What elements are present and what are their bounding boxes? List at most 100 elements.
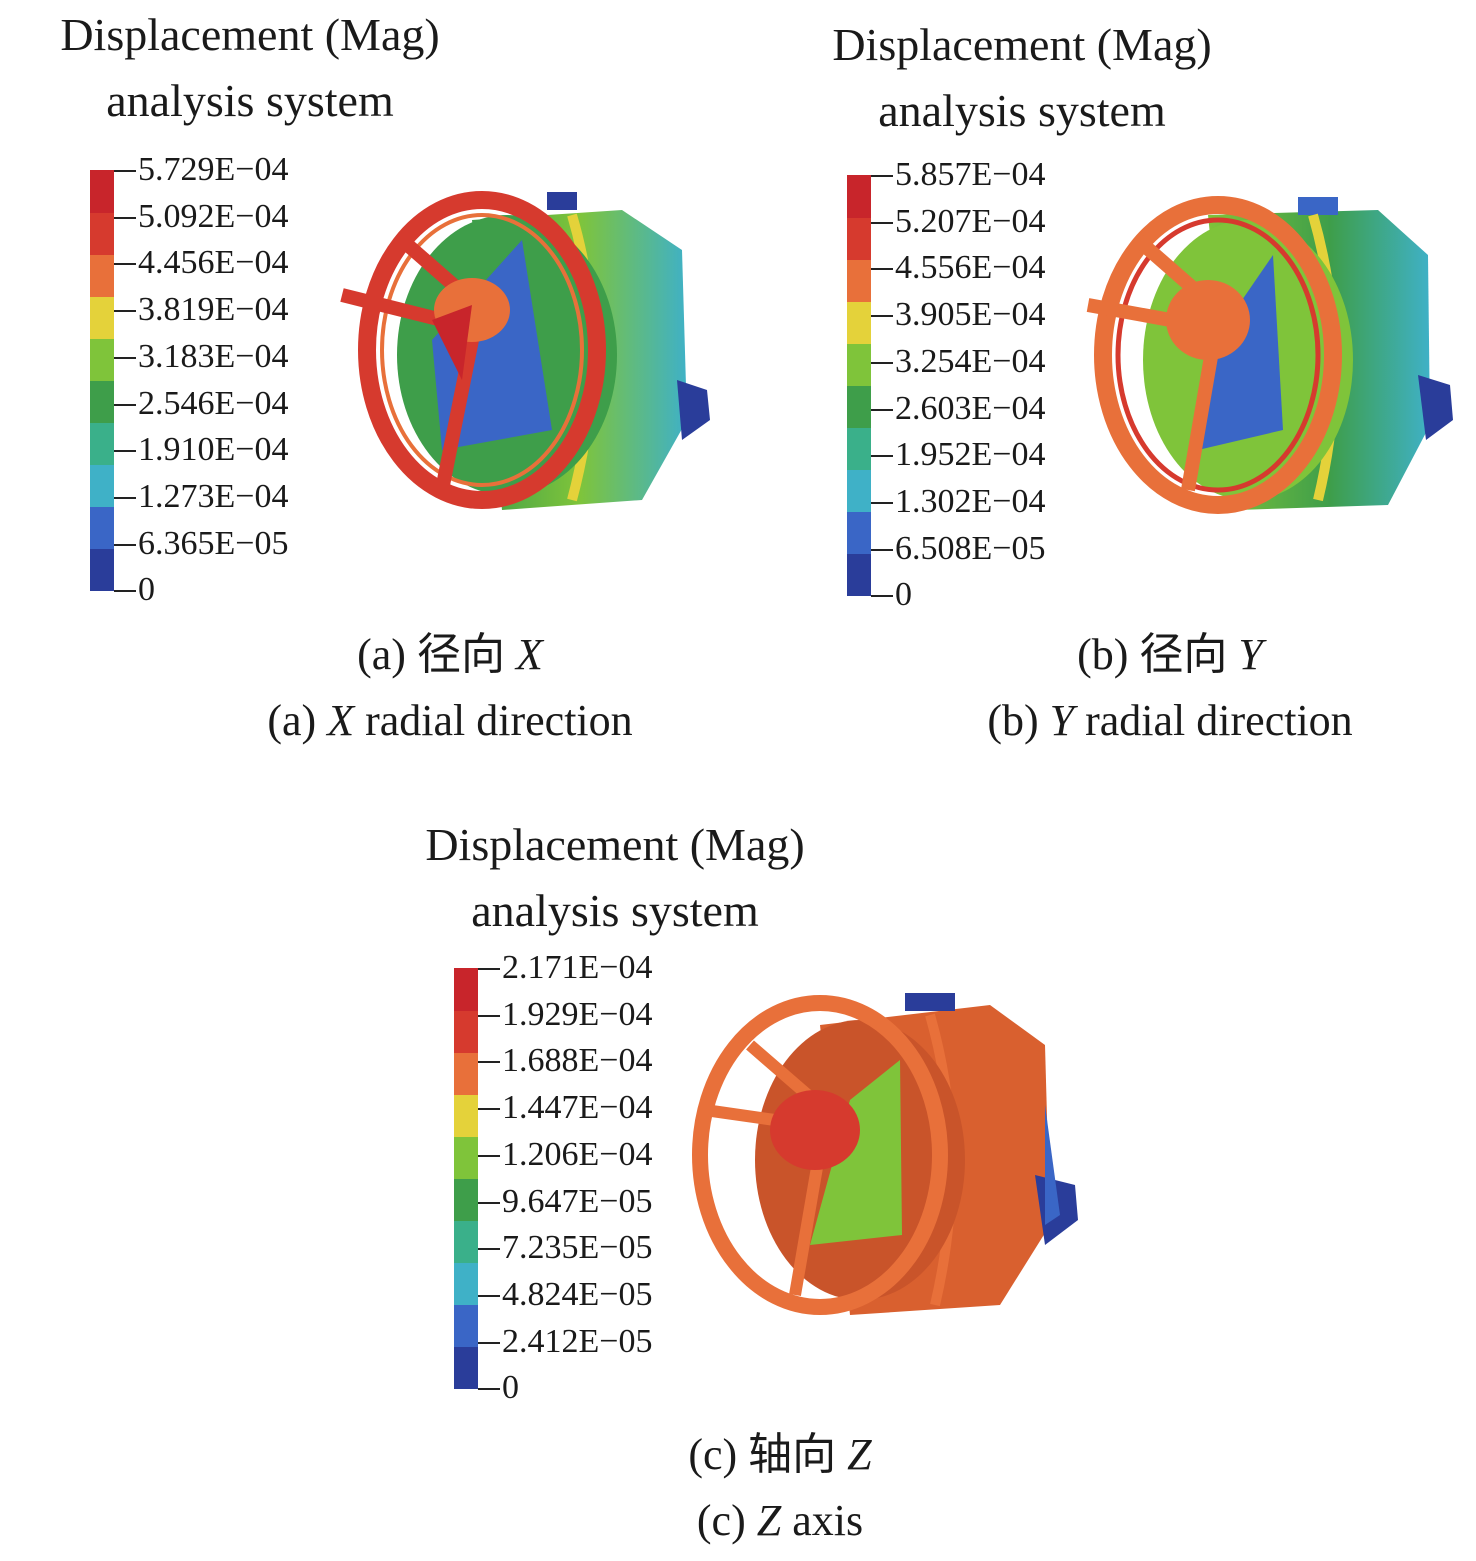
legend-tick: [114, 356, 136, 359]
panel-c-title-line2: analysis system: [471, 885, 759, 936]
legend-color-segment: [90, 212, 114, 255]
legend-tick: [478, 1201, 500, 1204]
spoke-lower: [435, 338, 479, 492]
legend-tick-label: 4.556E−04: [895, 249, 1046, 287]
legend-color-segment: [90, 548, 114, 591]
legend-tick: [478, 1108, 500, 1111]
blue-inner-wall: [1198, 255, 1283, 450]
legend-tick-label: 1.273E−04: [138, 477, 289, 515]
legend-tick-label: 1.952E−04: [895, 436, 1046, 474]
panel-b-title-line2: analysis system: [878, 85, 1166, 136]
panel-b-caption-en: (b) Y radial direction: [987, 696, 1353, 745]
legend-tick-label: 1.910E−04: [138, 431, 289, 469]
hub: [770, 1090, 860, 1170]
legend-tick: [114, 310, 136, 313]
green-inner-wall: [810, 1060, 902, 1245]
top-flange: [1298, 197, 1338, 215]
legend-color-segment: [454, 968, 478, 1011]
legend-color-segment: [847, 511, 871, 554]
legend-color-segment: [454, 1094, 478, 1137]
legend-tick: [114, 496, 136, 499]
legend-tick: [871, 315, 893, 318]
legend-tick: [478, 1341, 500, 1344]
legend-color-segment: [90, 380, 114, 423]
legend-tick-label: 9.647E−05: [502, 1182, 653, 1220]
legend-tick: [114, 450, 136, 453]
legend-tick: [871, 408, 893, 411]
panel-a-title-line1: Displacement (Mag): [60, 9, 440, 60]
legend-tick-label: 4.456E−04: [138, 244, 289, 282]
legend-color-segment: [847, 427, 871, 470]
legend-tick: [871, 175, 893, 177]
legend-tick-label: 0: [895, 576, 912, 614]
legend-tick: [871, 221, 893, 224]
legend-color-bar: [90, 170, 114, 591]
legend-color-segment: [847, 301, 871, 344]
outer-ring: [692, 995, 948, 1315]
legend-color-segment: [90, 464, 114, 507]
legend-tick-label: 3.905E−04: [895, 296, 1046, 334]
legend-tick: [871, 455, 893, 458]
legend-tick: [871, 548, 893, 551]
panel-c-caption-en: (c) Z axis: [696, 1496, 864, 1545]
legend-tick: [478, 1014, 500, 1017]
spoke-lower: [1181, 343, 1220, 492]
legend-tick: [114, 403, 136, 406]
legend-tick-label: 4.824E−05: [502, 1275, 653, 1313]
top-flange: [905, 993, 955, 1011]
legend-color-segment: [847, 553, 871, 596]
legend-tick: [478, 1294, 500, 1297]
legend-color-segment: [90, 254, 114, 297]
legend-tick-label: 1.688E−04: [502, 1042, 653, 1080]
legend-color-segment: [847, 217, 871, 260]
panel-a-displacement-render: [340, 191, 710, 510]
legend-tick-label: 5.207E−04: [895, 202, 1046, 240]
legend-color-segment: [847, 343, 871, 386]
legend-tick: [114, 170, 136, 172]
mount-lug: [1418, 375, 1453, 440]
legend-color-segment: [90, 170, 114, 213]
legend-tick: [871, 501, 893, 504]
legend-color-bar: [847, 175, 871, 596]
legend-tick: [114, 590, 136, 593]
legend-tick: [114, 543, 136, 546]
legend-tick-label: 2.546E−04: [138, 384, 289, 422]
legend-tick: [478, 1248, 500, 1251]
legend-tick-label: 7.235E−05: [502, 1229, 653, 1267]
panel-a-caption-cn: (a) 径向 X: [357, 630, 543, 679]
legend-color-segment: [454, 1220, 478, 1263]
legend-tick-label: 3.254E−04: [895, 342, 1046, 380]
outer-ring: [1094, 196, 1342, 514]
legend-tick-label: 1.929E−04: [502, 995, 653, 1033]
legend-tick-label: 3.819E−04: [138, 291, 289, 329]
panel-b-displacement-render: [1086, 196, 1453, 514]
legend-color-segment: [90, 338, 114, 381]
legend-color-segment: [847, 259, 871, 302]
panel-c-title-line1: Displacement (Mag): [425, 819, 805, 870]
legend-color-segment: [847, 469, 871, 512]
legend-tick-label: 5.729E−04: [138, 151, 289, 188]
legend-tick-label: 5.092E−04: [138, 197, 289, 235]
legend-color-bar: [454, 968, 478, 1389]
legend-tick-label: 1.206E−04: [502, 1135, 653, 1173]
legend-tick: [478, 968, 500, 970]
legend-color-segment: [90, 296, 114, 339]
legend-tick-label: 2.412E−05: [502, 1322, 653, 1360]
outer-ring: [358, 191, 606, 509]
legend-color-segment: [847, 175, 871, 218]
legend-color-segment: [454, 1010, 478, 1053]
panel-b-caption-cn: (b) 径向 Y: [1077, 630, 1263, 679]
legend-color-segment: [90, 506, 114, 549]
legend-tick-label: 6.508E−05: [895, 529, 1046, 567]
legend-tick-label: 0: [502, 1369, 519, 1407]
panel-b-title-line1: Displacement (Mag): [832, 19, 1212, 70]
panel-a-title-line2: analysis system: [106, 75, 394, 126]
legend-tick-label: 2.171E−04: [502, 949, 653, 986]
legend-tick: [478, 1388, 500, 1391]
legend-color-segment: [454, 1346, 478, 1389]
legend-tick: [871, 268, 893, 271]
legend-tick-label: 5.857E−04: [895, 156, 1046, 193]
legend-color-segment: [454, 1136, 478, 1179]
legend-tick: [478, 1154, 500, 1157]
legend-color-segment: [454, 1304, 478, 1347]
